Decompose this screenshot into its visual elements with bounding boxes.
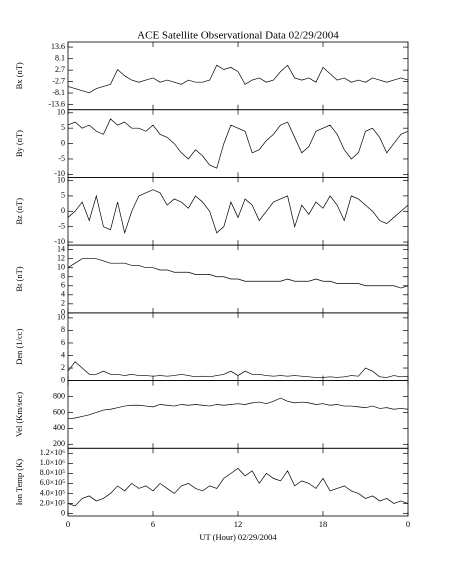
y-axis-label: Bz (nT) — [14, 198, 24, 225]
data-line — [67, 189, 409, 235]
y-tick-label: 10 — [57, 313, 65, 322]
panel-frame — [67, 380, 409, 449]
y-tick-label: 4 — [61, 350, 65, 359]
y-tick-label: 8.0×10⁵ — [40, 468, 66, 477]
x-axis-label: UT (Hour) 02/29/2004 — [199, 532, 277, 542]
y-tick-label: 8 — [61, 272, 65, 281]
y-axis-label: Ion Temp (K) — [14, 459, 24, 506]
y-tick-label: -13.6 — [48, 99, 65, 108]
panel-frame — [67, 312, 409, 381]
x-tick-label: 12 — [234, 519, 243, 529]
y-tick-label: 600 — [53, 407, 65, 416]
y-tick-label: 2 — [61, 299, 65, 308]
y-tick-label: 200 — [53, 439, 65, 448]
y-tick-label: 1.2×10⁶ — [40, 448, 66, 457]
y-tick-label: 400 — [53, 423, 65, 432]
y-tick-label: 4 — [61, 290, 65, 299]
x-tick-label: 0 — [406, 519, 410, 529]
y-tick-label: -2.7 — [52, 76, 65, 85]
y-tick-label: 2.7 — [55, 65, 65, 74]
y-tick-label: 10 — [57, 175, 65, 184]
y-tick-label: 8 — [61, 325, 65, 334]
y-tick-label: 0 — [61, 375, 65, 384]
y-tick-label: 8.1 — [55, 54, 65, 63]
y-tick-label: -10 — [54, 237, 65, 246]
y-tick-label: 0 — [61, 206, 65, 215]
y-tick-label: -5 — [58, 154, 65, 163]
y-tick-label: 0 — [61, 138, 65, 147]
y-axis-label: Den (1/cc) — [14, 328, 24, 364]
y-tick-label: 12 — [57, 254, 65, 263]
x-tick-label: 0 — [66, 519, 70, 529]
data-line — [67, 467, 409, 507]
data-line — [67, 258, 409, 289]
y-axis-label: Bt (nT) — [14, 266, 24, 291]
data-line — [67, 118, 409, 169]
y-tick-label: 2 — [61, 363, 65, 372]
y-tick-label: 13.6 — [51, 42, 65, 51]
x-tick-label: 6 — [151, 519, 155, 529]
y-axis-label: By (nT) — [14, 130, 24, 157]
y-tick-label: 800 — [53, 391, 65, 400]
y-tick-label: 6.0×10⁵ — [40, 478, 66, 487]
y-tick-label: 5 — [61, 191, 65, 200]
y-tick-label: 5 — [61, 123, 65, 132]
panel-frame — [67, 447, 409, 517]
data-line — [67, 361, 409, 378]
y-tick-label: 0 — [61, 508, 65, 517]
y-tick-label: 0 — [61, 308, 65, 317]
data-line — [67, 64, 409, 94]
y-tick-label: -8.1 — [52, 88, 65, 97]
y-tick-label: 1.0×10⁶ — [40, 458, 66, 467]
y-tick-label: -10 — [54, 169, 65, 178]
y-tick-label: 6 — [61, 338, 65, 347]
y-tick-label: 10 — [57, 263, 65, 272]
y-tick-label: 4.0×10⁵ — [40, 488, 66, 497]
y-tick-label: -5 — [58, 222, 65, 231]
data-line — [67, 397, 409, 420]
x-tick-label: 18 — [319, 519, 328, 529]
y-tick-label: 6 — [61, 281, 65, 290]
panel-frame — [67, 109, 409, 178]
panel-frame — [67, 177, 409, 246]
panel-frame — [67, 41, 409, 111]
chart-title: ACE Satellite Observational Data 02/29/2… — [137, 30, 339, 42]
y-axis-label: Bx (nT) — [14, 62, 24, 89]
y-axis-label: Vel (Km/sec) — [14, 392, 24, 437]
y-tick-label: 2.0×10⁵ — [40, 498, 66, 507]
y-tick-label: 10 — [57, 108, 65, 117]
y-tick-label: 14 — [57, 244, 65, 253]
